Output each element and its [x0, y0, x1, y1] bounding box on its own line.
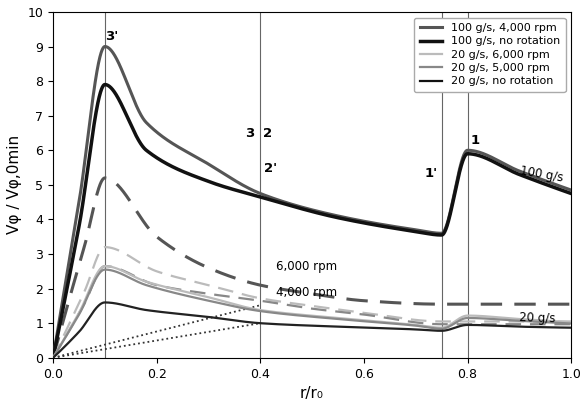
Y-axis label: Vφ / Vφ,0min: Vφ / Vφ,0min: [7, 135, 22, 235]
Text: 1': 1': [425, 167, 437, 180]
Text: 0: 0: [0, 407, 1, 408]
Text: 100 g/s: 100 g/s: [519, 164, 564, 185]
Legend: 100 g/s, 4,000 rpm, 100 g/s, no rotation, 20 g/s, 6,000 rpm, 20 g/s, 5,000 rpm, : 100 g/s, 4,000 rpm, 100 g/s, no rotation…: [414, 18, 566, 92]
Text: 3': 3': [105, 30, 118, 43]
Text: 2: 2: [263, 127, 272, 140]
Text: 4,000 rpm: 4,000 rpm: [276, 286, 337, 299]
Text: 2': 2': [264, 162, 277, 175]
Text: 6,000 rpm: 6,000 rpm: [276, 259, 337, 273]
Text: 20 g/s: 20 g/s: [519, 311, 556, 325]
X-axis label: r/r₀: r/r₀: [300, 386, 324, 401]
Text: 1: 1: [470, 134, 479, 147]
Text: 3: 3: [245, 127, 254, 140]
